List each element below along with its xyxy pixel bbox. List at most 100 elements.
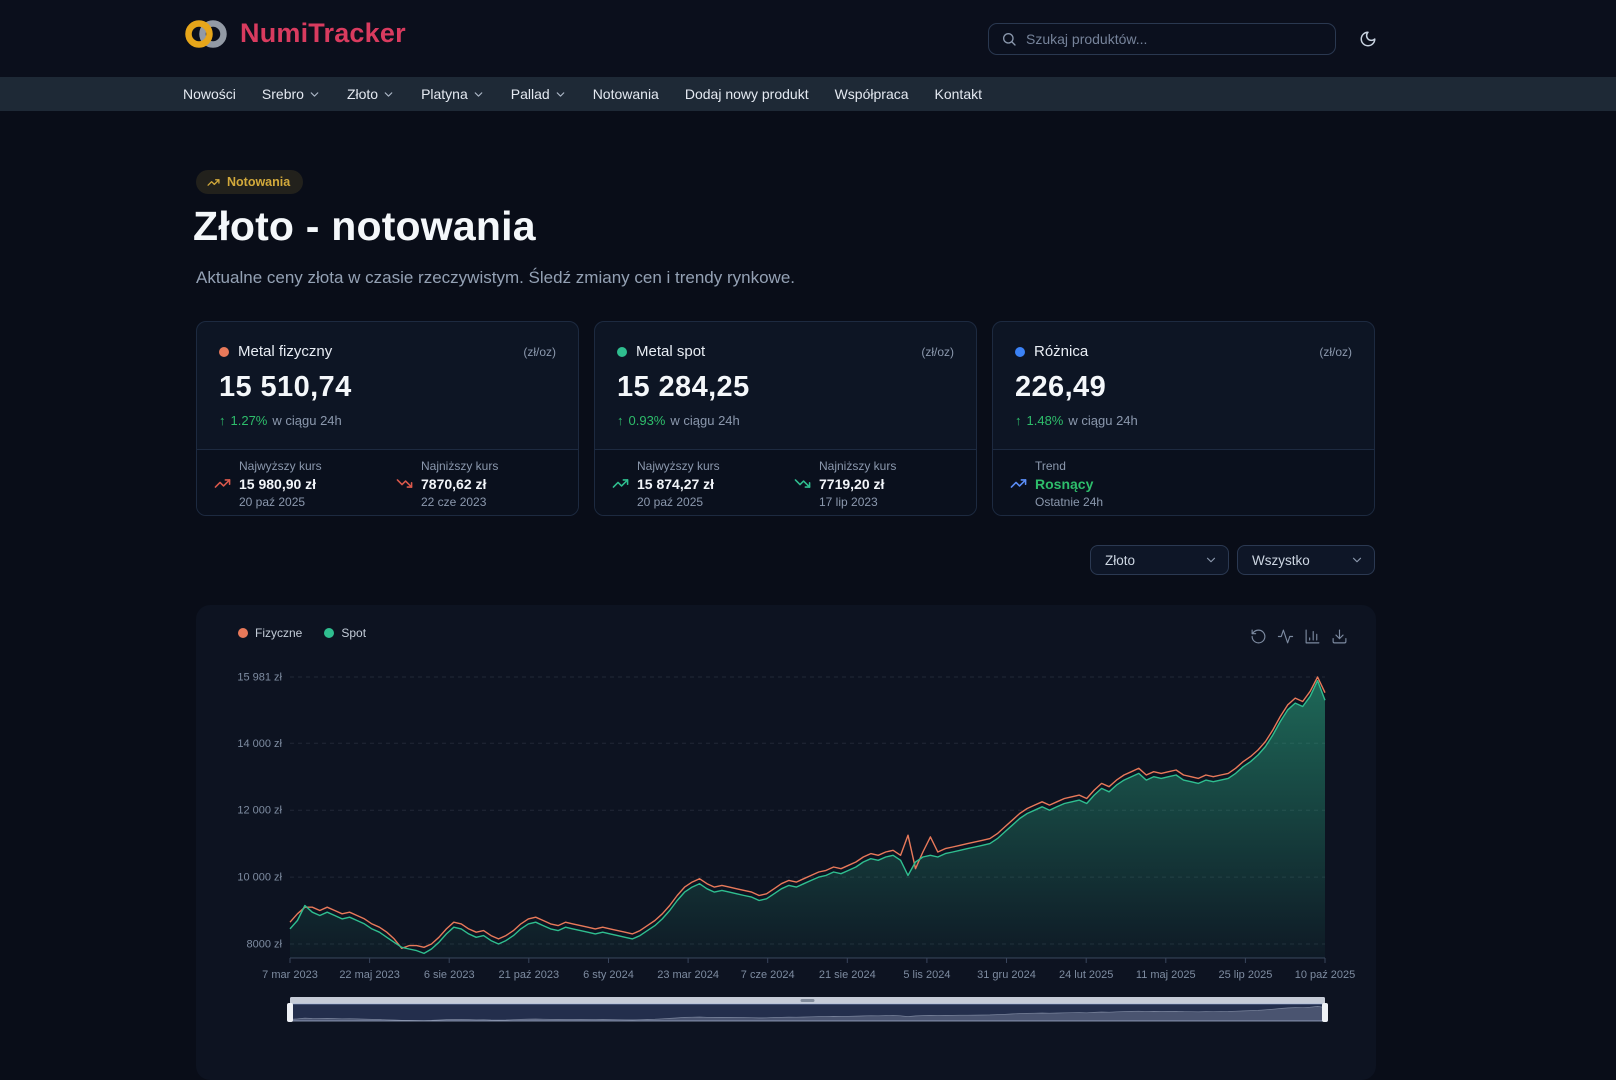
nav-item-zloto[interactable]: Złoto [347, 86, 395, 102]
stat-label: Najwyższy kurs [637, 458, 720, 473]
stat-value: Rosnący [1035, 475, 1094, 492]
card-change: ↑ 1.48% w ciągu 24h [1015, 413, 1352, 428]
slider-handle-left[interactable] [287, 1003, 293, 1022]
stat-label: Trend [1035, 458, 1066, 473]
y-axis-label: 10 000 zł [237, 872, 282, 884]
legend-item-fizyczne[interactable]: Fizyczne [238, 626, 302, 640]
nav-item-platyna[interactable]: Platyna [421, 86, 485, 102]
change-percent: 1.27% [230, 413, 268, 428]
nav-item-kontakt[interactable]: Kontakt [935, 86, 982, 102]
card-value: 226,49 [1015, 371, 1107, 403]
nav-item-pallad[interactable]: Pallad [511, 86, 567, 102]
datazoom-slider[interactable] [287, 997, 1328, 1022]
x-axis-label: 11 maj 2025 [1136, 969, 1196, 981]
change-suffix: w ciągu 24h [670, 413, 740, 428]
toolbar-refresh-button[interactable] [1250, 628, 1267, 645]
arrow-up-icon: ↑ [617, 413, 624, 428]
card-unit: (zł/oz) [1319, 344, 1352, 359]
brand-logo[interactable]: NumiTracker [183, 18, 406, 49]
spot-area [290, 680, 1325, 958]
series-dot [1015, 346, 1025, 357]
range-select[interactable]: Wszystko [1237, 545, 1375, 575]
card-change: ↑ 1.27% w ciągu 24h [219, 413, 556, 428]
card-stats: Najwyższy kurs 15 874,27 zł 20 paź 2025 Naj… [595, 448, 976, 515]
nav-item-label: Współpraca [834, 86, 909, 102]
stat-value: 15 874,27 zł [637, 475, 715, 492]
card-top: Metal spot (zł/oz) 15 284,25 ↑ 0.93% w ciągu … [595, 322, 976, 449]
page-title: Złoto - notowania [193, 203, 536, 249]
x-axis-label: 7 cze 2024 [741, 969, 795, 981]
change-percent: 1.48% [1026, 413, 1064, 428]
x-axis-label: 23 mar 2024 [657, 969, 719, 981]
x-axis-label: 21 paź 2023 [499, 969, 560, 981]
nav-item-label: Dodaj nowy produkt [684, 86, 809, 102]
trending-down-icon [396, 478, 413, 488]
nav-item-label: Srebro [261, 86, 304, 102]
legend-dot [324, 628, 335, 638]
card-stat: Najniższy kurs 7719,20 zł 17 lip 2023 [794, 459, 976, 515]
legend-item-spot[interactable]: Spot [324, 626, 366, 640]
nav-items: Nowości Srebro Złoto Platyna Pallad Notowania… [183, 86, 982, 102]
stat-date: 22 cze 2023 [421, 494, 487, 509]
x-axis-label: 21 sie 2024 [819, 969, 876, 981]
badge-label: Notowania [227, 175, 291, 189]
header: NumiTracker [0, 0, 1616, 77]
x-axis-label: 5 lis 2024 [903, 969, 950, 981]
nav-item-notowania[interactable]: Notowania [593, 86, 659, 102]
toolbar-download-button[interactable] [1331, 628, 1348, 645]
page-subtitle: Aktualne ceny złota w czasie rzeczywisty… [196, 268, 796, 287]
card-title: Różnica [1034, 343, 1089, 360]
toolbar-bar-chart-button[interactable] [1304, 628, 1321, 645]
nav-item-label: Notowania [592, 86, 659, 102]
arrow-up-icon: ↑ [219, 413, 226, 428]
card-stat: Najwyższy kurs 15 980,90 zł 20 paź 2025 [214, 459, 396, 515]
toolbar-line-chart-button[interactable] [1277, 628, 1294, 645]
nav-item-label: Złoto [346, 86, 379, 102]
search-icon [1001, 31, 1017, 47]
trending-up-icon [207, 176, 220, 189]
nav-item-label: Nowości [183, 86, 236, 102]
trending-up-icon [214, 478, 231, 488]
card-unit: (zł/oz) [921, 344, 954, 359]
y-axis-label: 8000 zł [247, 939, 283, 951]
nav-item-nowosci[interactable]: Nowości [183, 86, 236, 102]
search-input[interactable] [1026, 31, 1323, 47]
chevron-down-icon [1204, 553, 1218, 567]
chevron-down-icon [556, 91, 565, 97]
line-chart-icon [1277, 629, 1294, 644]
moon-icon [1359, 30, 1377, 48]
nav-item-label: Pallad [510, 86, 550, 102]
metal-select-value: Złoto [1105, 552, 1136, 568]
chevron-down-icon [384, 91, 393, 97]
x-axis-label: 6 sie 2023 [424, 969, 475, 981]
series-spot-line [289, 679, 1326, 955]
price-card-metal-fizyczny: Metal fizyczny (zł/oz) 15 510,74 ↑ 1.27% w ci… [196, 321, 579, 516]
price-card-metal-spot: Metal spot (zł/oz) 15 284,25 ↑ 0.93% w ciągu … [594, 321, 977, 516]
arrow-up-icon: ↑ [1015, 413, 1022, 428]
card-stat: Trend Rosnący Ostatnie 24h [1010, 459, 1192, 515]
price-chart[interactable]: 8000 zł 10 000 zł 12 000 zł 14 000 zł 15 981… [196, 605, 1376, 1080]
card-stat: Najniższy kurs 7870,62 zł 22 cze 2023 [396, 459, 578, 515]
stat-date: 20 paź 2025 [637, 494, 704, 509]
nav-item-srebro[interactable]: Srebro [262, 86, 321, 102]
nav-item-dodaj-nowy-produkt[interactable]: Dodaj nowy produkt [685, 86, 809, 102]
trending-up-icon [612, 478, 629, 488]
trending-down-icon [794, 478, 811, 488]
stat-date: Ostatnie 24h [1035, 494, 1104, 509]
chart-toolbar [1250, 628, 1348, 645]
stat-value: 15 980,90 zł [239, 475, 317, 492]
stat-date: 17 lip 2023 [819, 494, 878, 509]
metal-select[interactable]: Złoto [1090, 545, 1229, 575]
theme-toggle-button[interactable] [1356, 27, 1380, 51]
slider-handle-right[interactable] [1322, 1003, 1328, 1022]
legend-label: Fizyczne [255, 626, 303, 640]
card-stats: Trend Rosnący Ostatnie 24h [993, 448, 1374, 515]
x-axis-label: 7 mar 2023 [262, 969, 318, 981]
notowania-badge: Notowania [196, 170, 304, 194]
stat-date: 20 paź 2025 [239, 494, 306, 509]
nav-item-wspolpraca[interactable]: Współpraca [835, 86, 909, 102]
card-unit: (zł/oz) [523, 344, 556, 359]
nav-item-label: Kontakt [934, 86, 982, 102]
slider-grip[interactable] [800, 999, 815, 1002]
stat-value: 7719,20 zł [819, 475, 885, 492]
